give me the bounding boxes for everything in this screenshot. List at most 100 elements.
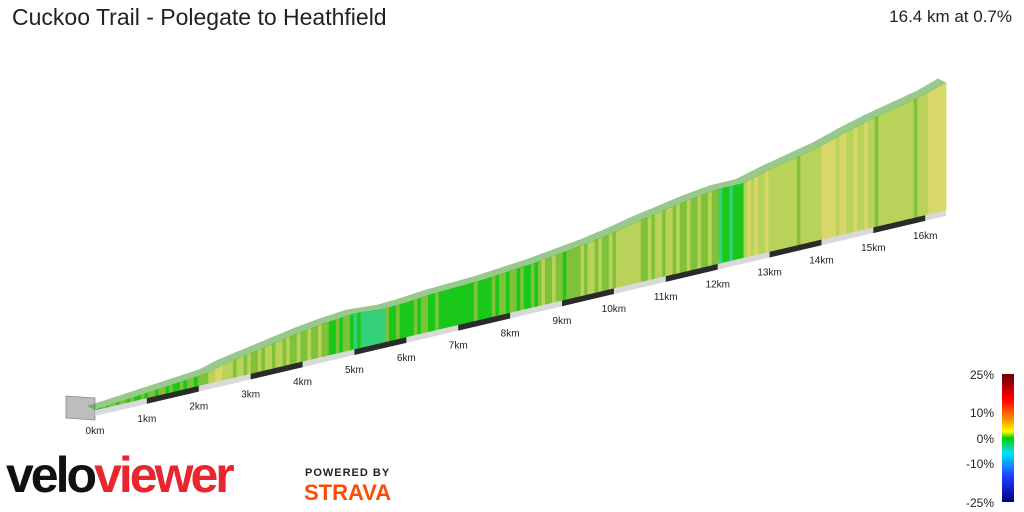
profile-top-face xyxy=(547,249,560,256)
profile-top-face xyxy=(508,263,521,269)
km-band xyxy=(146,385,199,404)
profile-segment xyxy=(640,218,645,283)
profile-segment xyxy=(644,216,649,282)
profile-segment xyxy=(477,279,482,321)
profile-top-face xyxy=(395,298,408,304)
veloviewer-logo[interactable]: veloviewer xyxy=(6,447,235,503)
profile-top-face xyxy=(126,392,138,398)
strava-logo[interactable]: STRAVA xyxy=(304,480,392,505)
profile-segment xyxy=(711,189,716,266)
profile-top-face xyxy=(820,135,833,142)
profile-top-face xyxy=(232,352,244,358)
profile-top-face xyxy=(728,179,741,185)
profile-base xyxy=(65,210,946,421)
profile-top-face xyxy=(108,397,120,404)
profile-top-face xyxy=(512,262,525,268)
profile-top-face xyxy=(672,198,684,204)
profile-segment xyxy=(942,82,947,212)
profile-segment xyxy=(566,249,571,300)
page-title: Cuckoo Trail - Polegate to Heathfield xyxy=(12,4,387,30)
profile-segment xyxy=(718,187,723,264)
profile-segment xyxy=(605,234,610,291)
profile-segment xyxy=(828,139,833,238)
km-tick-label: 13km xyxy=(757,267,781,278)
profile-top-face xyxy=(902,95,915,102)
profile-top-face xyxy=(583,236,595,242)
profile-segment xyxy=(435,291,440,331)
profile-segment xyxy=(506,270,511,314)
profile-top-face xyxy=(271,335,283,342)
profile-segment xyxy=(357,312,362,349)
profile-top-face xyxy=(292,327,305,333)
profile-segment xyxy=(771,166,777,252)
profile-segment xyxy=(658,210,663,278)
profile-top-face xyxy=(399,297,411,303)
profile-top-face xyxy=(257,341,269,348)
profile-top-face xyxy=(172,377,184,383)
profile-segment xyxy=(264,345,270,371)
profile-segment xyxy=(211,368,216,383)
profile-top-face xyxy=(303,323,315,329)
profile-segment xyxy=(257,348,262,373)
profile-top-face xyxy=(282,331,294,337)
profile-segment xyxy=(186,378,192,389)
profile-segment xyxy=(697,194,702,269)
profile-top-face xyxy=(501,266,514,272)
profile-top-face xyxy=(594,232,606,238)
profile-top-face xyxy=(352,308,365,313)
profile-top-face xyxy=(328,314,340,320)
profile-segment xyxy=(381,308,387,343)
profile-segment xyxy=(286,336,291,366)
profile-segment xyxy=(913,97,918,218)
profile-segment xyxy=(917,95,922,218)
profile-top-face xyxy=(274,334,287,340)
profile-segment xyxy=(481,278,486,320)
profile-top-face xyxy=(423,289,436,295)
profile-top-face xyxy=(218,358,230,364)
profile-top-face xyxy=(413,292,425,298)
profile-segment xyxy=(576,245,582,298)
profile-top-face xyxy=(168,378,181,384)
profile-top-face xyxy=(469,276,482,282)
profile-top-face xyxy=(856,117,868,124)
profile-top-face xyxy=(884,103,897,110)
profile-top-face xyxy=(391,299,404,305)
profile-top-face xyxy=(725,180,737,186)
profile-top-face xyxy=(572,240,585,247)
profile-top-face xyxy=(629,216,642,222)
profile-top-face xyxy=(438,285,450,291)
profile-segment xyxy=(779,163,784,250)
profile-segment xyxy=(154,388,160,397)
profile-segment xyxy=(452,286,457,327)
profile-top-face xyxy=(714,183,727,189)
profile-top-face xyxy=(533,255,546,261)
profile-top-face xyxy=(427,288,439,294)
profile-segment xyxy=(403,301,408,338)
profile-top-face xyxy=(838,126,851,133)
profile-top-face xyxy=(516,261,528,267)
profile-segment xyxy=(396,304,401,340)
profile-segment xyxy=(279,339,284,368)
profile-segment xyxy=(903,102,908,221)
profile-segment xyxy=(796,155,801,246)
profile-segment xyxy=(729,185,734,262)
profile-top-face xyxy=(643,210,656,216)
profile-segment xyxy=(236,357,241,378)
profile-segment xyxy=(761,171,766,254)
profile-segment xyxy=(608,232,613,290)
profile-top-face xyxy=(835,128,847,135)
profile-top-face xyxy=(703,186,716,192)
profile-top-face xyxy=(143,386,156,392)
profile-top-face xyxy=(682,194,695,200)
profile-top-face xyxy=(409,293,422,299)
profile-top-face xyxy=(771,159,783,166)
profile-segment xyxy=(853,126,858,233)
profile-top-face xyxy=(597,230,610,237)
profile-top-face xyxy=(934,78,946,85)
logo-viewer: viewer xyxy=(94,447,235,503)
profile-top-face xyxy=(569,242,581,248)
profile-segment xyxy=(562,250,567,301)
profile-top-face xyxy=(828,131,840,138)
profile-top-face xyxy=(494,268,507,274)
profile-top-face xyxy=(640,211,652,218)
